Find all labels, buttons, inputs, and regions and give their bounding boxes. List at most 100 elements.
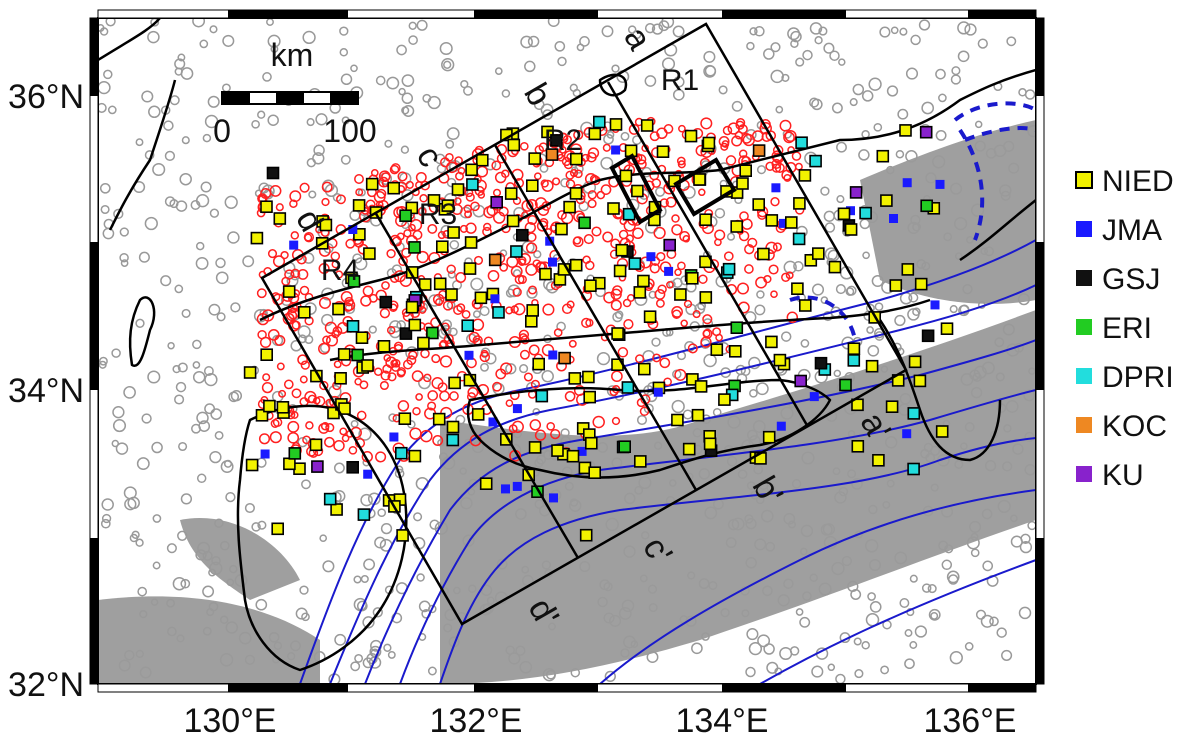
background-event — [783, 260, 797, 274]
study-event — [602, 231, 614, 243]
background-event — [755, 382, 769, 396]
study-event — [524, 221, 536, 234]
study-event — [455, 272, 467, 283]
station-marker-nied — [528, 152, 542, 165]
study-event — [731, 135, 743, 147]
background-event — [255, 598, 268, 611]
background-event — [809, 22, 823, 35]
station-marker-nied — [631, 184, 644, 198]
study-event — [541, 179, 554, 192]
background-event — [195, 256, 209, 270]
station-marker-jma — [776, 421, 786, 431]
study-event — [586, 151, 597, 163]
station-marker-gsj — [550, 134, 563, 147]
study-event — [340, 291, 353, 303]
background-event — [120, 259, 129, 267]
station-marker-nied — [245, 458, 259, 472]
background-event — [388, 413, 397, 422]
background-event — [119, 252, 129, 263]
station-marker-nied — [405, 300, 419, 314]
background-event — [479, 306, 490, 317]
study-event — [564, 390, 576, 402]
station-marker-nied — [611, 327, 624, 340]
region-label-r2: R2 — [544, 124, 582, 157]
background-event — [829, 50, 840, 61]
station-marker-eri — [347, 275, 361, 288]
study-event — [779, 119, 792, 132]
station-marker-jma — [664, 266, 674, 276]
background-event — [353, 575, 362, 584]
station-marker-nied — [447, 226, 460, 239]
background-event — [899, 27, 908, 36]
station-marker-jma — [930, 300, 940, 310]
study-event — [649, 131, 660, 142]
lon-label-134: 134°E — [675, 702, 768, 740]
background-event — [401, 92, 414, 105]
study-event — [465, 192, 475, 202]
background-event — [428, 294, 441, 307]
background-event — [180, 67, 194, 80]
background-event — [315, 113, 328, 126]
station-marker-nied — [757, 247, 770, 261]
background-event — [270, 45, 279, 53]
background-event — [800, 339, 810, 348]
study-event — [334, 270, 344, 279]
station-marker-nied — [582, 370, 595, 384]
background-event — [380, 522, 393, 535]
study-event — [420, 429, 433, 443]
background-event — [904, 658, 915, 670]
study-event — [449, 391, 459, 401]
study-event — [687, 343, 698, 354]
station-marker-eri — [399, 209, 412, 222]
station-marker-nied — [876, 149, 890, 163]
background-event — [202, 585, 215, 598]
study-event — [261, 309, 275, 322]
scale-unit: km — [271, 37, 314, 73]
background-event — [223, 459, 233, 468]
study-event — [431, 354, 441, 364]
study-event — [348, 445, 358, 455]
station-marker-nied — [847, 342, 861, 356]
study-event — [676, 156, 686, 166]
station-marker-dpri — [621, 381, 635, 394]
background-event — [1006, 36, 1017, 47]
background-event — [137, 586, 148, 597]
background-event — [358, 427, 372, 441]
study-event — [321, 181, 333, 193]
study-event — [318, 296, 332, 309]
station-marker-nied — [337, 348, 351, 361]
study-event — [591, 226, 602, 237]
background-event — [501, 89, 511, 98]
station-marker-dpri — [446, 433, 460, 447]
study-event — [283, 379, 294, 390]
background-event — [262, 72, 272, 82]
station-marker-nied — [685, 271, 699, 285]
study-event — [435, 298, 443, 307]
study-event — [783, 131, 795, 144]
study-event — [391, 362, 401, 372]
study-event — [390, 359, 399, 368]
background-event — [177, 53, 186, 62]
region-label-r4: R4 — [321, 254, 359, 287]
background-event — [105, 18, 116, 27]
background-event — [289, 270, 301, 281]
study-event — [702, 328, 713, 339]
study-event — [291, 388, 302, 399]
study-event — [412, 406, 421, 416]
station-marker-jma — [902, 429, 912, 439]
station-marker-jma — [653, 387, 663, 397]
lon-label-136: 136°E — [923, 702, 1016, 740]
legend-label-gsj: GSJ — [1102, 263, 1160, 296]
station-marker-nied — [889, 279, 903, 292]
background-event — [775, 105, 784, 114]
background-event — [340, 73, 353, 86]
station-marker-nied — [640, 119, 654, 132]
station-marker-eri — [839, 378, 852, 392]
background-event — [867, 344, 880, 357]
scale-bar: km 0 100 — [213, 37, 377, 149]
station-marker-ku — [794, 374, 808, 388]
study-event — [744, 264, 754, 274]
study-event — [623, 319, 634, 330]
station-marker-gsj — [921, 329, 935, 343]
background-event — [996, 627, 1007, 638]
